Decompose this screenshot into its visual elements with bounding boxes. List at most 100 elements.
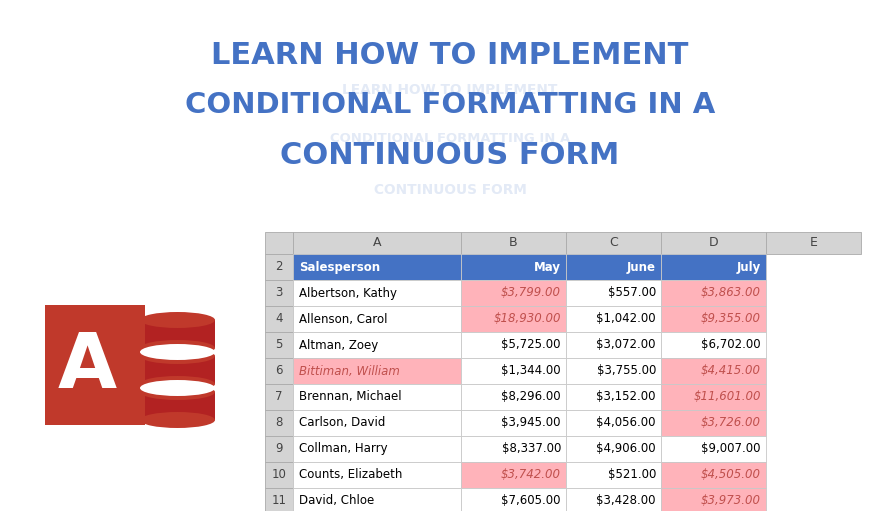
FancyBboxPatch shape xyxy=(660,232,765,254)
FancyBboxPatch shape xyxy=(461,436,566,462)
Text: $1,344.00: $1,344.00 xyxy=(501,364,561,378)
FancyBboxPatch shape xyxy=(265,254,293,280)
Text: $4,415.00: $4,415.00 xyxy=(700,364,760,378)
FancyBboxPatch shape xyxy=(265,306,293,332)
Ellipse shape xyxy=(140,344,215,360)
Text: May: May xyxy=(534,261,561,273)
FancyBboxPatch shape xyxy=(660,332,765,358)
FancyBboxPatch shape xyxy=(293,306,461,332)
Text: $4,906.00: $4,906.00 xyxy=(595,443,655,455)
Text: 11: 11 xyxy=(271,495,286,507)
FancyBboxPatch shape xyxy=(461,306,566,332)
FancyBboxPatch shape xyxy=(660,436,765,462)
FancyBboxPatch shape xyxy=(461,462,566,488)
FancyBboxPatch shape xyxy=(566,436,660,462)
Text: 9: 9 xyxy=(275,443,282,455)
FancyBboxPatch shape xyxy=(293,280,461,306)
Text: $3,799.00: $3,799.00 xyxy=(501,287,561,299)
Text: Counts, Elizabeth: Counts, Elizabeth xyxy=(299,469,401,481)
FancyBboxPatch shape xyxy=(660,306,765,332)
Text: $8,296.00: $8,296.00 xyxy=(501,390,561,404)
Text: CONDITIONAL FORMATTING IN A: CONDITIONAL FORMATTING IN A xyxy=(329,132,569,145)
Ellipse shape xyxy=(140,412,215,428)
FancyBboxPatch shape xyxy=(293,462,461,488)
FancyBboxPatch shape xyxy=(461,488,566,511)
Text: LEARN HOW TO IMPLEMENT: LEARN HOW TO IMPLEMENT xyxy=(342,83,557,97)
FancyBboxPatch shape xyxy=(660,410,765,436)
FancyBboxPatch shape xyxy=(293,332,461,358)
Text: $521.00: $521.00 xyxy=(607,469,655,481)
FancyBboxPatch shape xyxy=(293,232,461,254)
Text: B: B xyxy=(508,237,517,249)
FancyBboxPatch shape xyxy=(566,232,660,254)
FancyBboxPatch shape xyxy=(461,254,566,280)
FancyBboxPatch shape xyxy=(461,232,566,254)
FancyBboxPatch shape xyxy=(566,488,660,511)
FancyBboxPatch shape xyxy=(566,410,660,436)
Text: CONTINUOUS FORM: CONTINUOUS FORM xyxy=(280,141,619,170)
FancyBboxPatch shape xyxy=(265,462,293,488)
Text: July: July xyxy=(736,261,760,273)
Ellipse shape xyxy=(140,376,215,392)
Text: $3,973.00: $3,973.00 xyxy=(700,495,760,507)
FancyBboxPatch shape xyxy=(293,358,461,384)
Text: $3,755.00: $3,755.00 xyxy=(596,364,655,378)
Text: Salesperson: Salesperson xyxy=(299,261,380,273)
FancyBboxPatch shape xyxy=(566,462,660,488)
FancyBboxPatch shape xyxy=(293,436,461,462)
Text: $6,702.00: $6,702.00 xyxy=(700,338,760,352)
Text: Collman, Harry: Collman, Harry xyxy=(299,443,388,455)
Text: $1,042.00: $1,042.00 xyxy=(595,313,655,326)
Text: E: E xyxy=(809,237,817,249)
FancyBboxPatch shape xyxy=(660,358,765,384)
FancyBboxPatch shape xyxy=(461,280,566,306)
FancyBboxPatch shape xyxy=(265,488,293,511)
Ellipse shape xyxy=(140,348,215,364)
Text: $4,505.00: $4,505.00 xyxy=(700,469,760,481)
Text: $5,725.00: $5,725.00 xyxy=(501,338,561,352)
Ellipse shape xyxy=(140,340,215,356)
FancyBboxPatch shape xyxy=(461,384,566,410)
Text: $557.00: $557.00 xyxy=(607,287,655,299)
Text: C: C xyxy=(608,237,617,249)
Polygon shape xyxy=(140,392,215,420)
Text: $11,601.00: $11,601.00 xyxy=(693,390,760,404)
Text: $9,007.00: $9,007.00 xyxy=(700,443,760,455)
FancyBboxPatch shape xyxy=(660,254,765,280)
FancyBboxPatch shape xyxy=(293,384,461,410)
Text: 10: 10 xyxy=(271,469,286,481)
Ellipse shape xyxy=(140,380,215,396)
FancyBboxPatch shape xyxy=(566,254,660,280)
FancyBboxPatch shape xyxy=(566,384,660,410)
FancyBboxPatch shape xyxy=(461,410,566,436)
Text: LEARN HOW TO IMPLEMENT: LEARN HOW TO IMPLEMENT xyxy=(211,40,688,69)
Text: CONTINUOUS FORM: CONTINUOUS FORM xyxy=(373,183,526,197)
Text: $3,152.00: $3,152.00 xyxy=(596,390,655,404)
FancyBboxPatch shape xyxy=(566,332,660,358)
Text: 2: 2 xyxy=(275,261,282,273)
Text: 7: 7 xyxy=(275,390,282,404)
Text: $3,726.00: $3,726.00 xyxy=(700,416,760,430)
FancyBboxPatch shape xyxy=(461,358,566,384)
Text: 3: 3 xyxy=(275,287,282,299)
Text: 8: 8 xyxy=(275,416,282,430)
FancyBboxPatch shape xyxy=(660,384,765,410)
Text: 6: 6 xyxy=(275,364,282,378)
FancyBboxPatch shape xyxy=(660,280,765,306)
Text: Brennan, Michael: Brennan, Michael xyxy=(299,390,401,404)
Text: Altman, Zoey: Altman, Zoey xyxy=(299,338,378,352)
Text: Allenson, Carol: Allenson, Carol xyxy=(299,313,387,326)
Polygon shape xyxy=(140,356,215,384)
Polygon shape xyxy=(140,320,215,348)
Text: $3,072.00: $3,072.00 xyxy=(596,338,655,352)
Text: $9,355.00: $9,355.00 xyxy=(700,313,760,326)
FancyBboxPatch shape xyxy=(265,280,293,306)
Ellipse shape xyxy=(140,312,215,328)
FancyBboxPatch shape xyxy=(566,306,660,332)
Text: June: June xyxy=(627,261,655,273)
Text: $3,863.00: $3,863.00 xyxy=(700,287,760,299)
FancyBboxPatch shape xyxy=(293,254,461,280)
Text: $8,337.00: $8,337.00 xyxy=(501,443,561,455)
Text: Albertson, Kathy: Albertson, Kathy xyxy=(299,287,396,299)
Text: D: D xyxy=(708,237,718,249)
